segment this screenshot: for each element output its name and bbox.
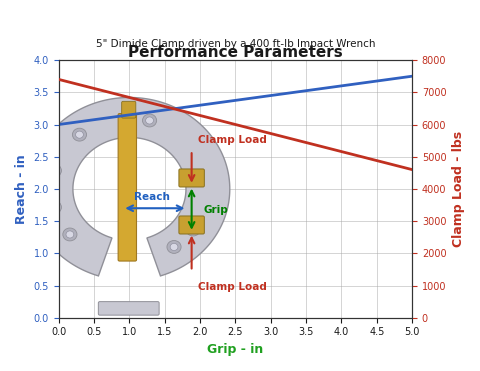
Y-axis label: Clamp Load - lbs: Clamp Load - lbs	[452, 131, 465, 247]
Circle shape	[72, 128, 86, 141]
Text: Reach: Reach	[134, 192, 170, 202]
Circle shape	[75, 131, 84, 138]
Polygon shape	[29, 98, 230, 276]
FancyBboxPatch shape	[179, 216, 204, 234]
FancyBboxPatch shape	[121, 101, 136, 118]
Text: Clamp Load: Clamp Load	[198, 135, 267, 145]
Circle shape	[50, 167, 58, 174]
Circle shape	[63, 228, 77, 241]
Circle shape	[167, 240, 181, 253]
Text: Grip: Grip	[204, 204, 228, 214]
FancyBboxPatch shape	[98, 302, 159, 315]
Title: Performance Parameters: Performance Parameters	[128, 45, 343, 60]
Circle shape	[66, 231, 74, 238]
Circle shape	[50, 204, 58, 211]
Circle shape	[145, 117, 154, 124]
Circle shape	[48, 164, 61, 177]
FancyBboxPatch shape	[118, 114, 136, 261]
FancyBboxPatch shape	[179, 169, 204, 187]
Text: Clamp Load: Clamp Load	[198, 282, 267, 292]
X-axis label: Grip - in: Grip - in	[207, 343, 264, 356]
Circle shape	[170, 243, 178, 250]
Text: 5" Dimide Clamp driven by a 400 ft-lb Impact Wrench: 5" Dimide Clamp driven by a 400 ft-lb Im…	[96, 39, 375, 49]
Y-axis label: Reach - in: Reach - in	[15, 154, 28, 224]
Circle shape	[143, 114, 156, 127]
Circle shape	[186, 223, 200, 236]
Circle shape	[189, 226, 197, 233]
Circle shape	[48, 201, 61, 214]
